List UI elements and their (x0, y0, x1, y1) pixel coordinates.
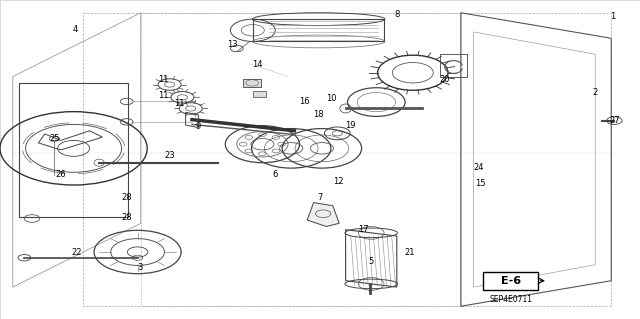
Text: 2: 2 (593, 88, 598, 97)
Text: 5: 5 (369, 257, 374, 266)
Text: 24: 24 (474, 163, 484, 172)
Text: 26: 26 (56, 170, 66, 179)
Text: 3: 3 (137, 263, 142, 272)
Text: SEP4E0711: SEP4E0711 (489, 295, 532, 304)
Text: 28: 28 (122, 193, 132, 202)
Text: 16: 16 (299, 97, 309, 106)
Text: 11: 11 (158, 91, 168, 100)
Text: 6: 6 (273, 170, 278, 179)
Text: 14: 14 (252, 60, 262, 69)
Polygon shape (307, 203, 339, 226)
Text: 11: 11 (174, 99, 184, 108)
Text: 8: 8 (394, 10, 399, 19)
Text: 4: 4 (73, 25, 78, 34)
Text: 10: 10 (326, 94, 337, 103)
Text: 21: 21 (404, 248, 415, 256)
Text: 27: 27 (609, 116, 620, 125)
Polygon shape (243, 79, 261, 87)
Text: 12: 12 (333, 177, 343, 186)
Text: 20: 20 (440, 75, 450, 84)
Text: 19: 19 (346, 121, 356, 130)
FancyBboxPatch shape (483, 272, 538, 290)
Text: 25: 25 (49, 134, 60, 143)
Text: 1: 1 (611, 12, 616, 21)
Text: 15: 15 (475, 179, 485, 188)
Text: 11: 11 (158, 75, 168, 84)
Text: 9: 9 (196, 122, 201, 131)
Text: E-6: E-6 (500, 276, 521, 286)
Text: 17: 17 (358, 225, 369, 234)
Text: 22: 22 (72, 248, 82, 257)
Text: 23: 23 (164, 151, 175, 160)
Polygon shape (253, 91, 266, 97)
Text: 18: 18 (314, 110, 324, 119)
Text: 7: 7 (317, 193, 323, 202)
Text: 13: 13 (227, 40, 237, 48)
Text: 28: 28 (122, 213, 132, 222)
